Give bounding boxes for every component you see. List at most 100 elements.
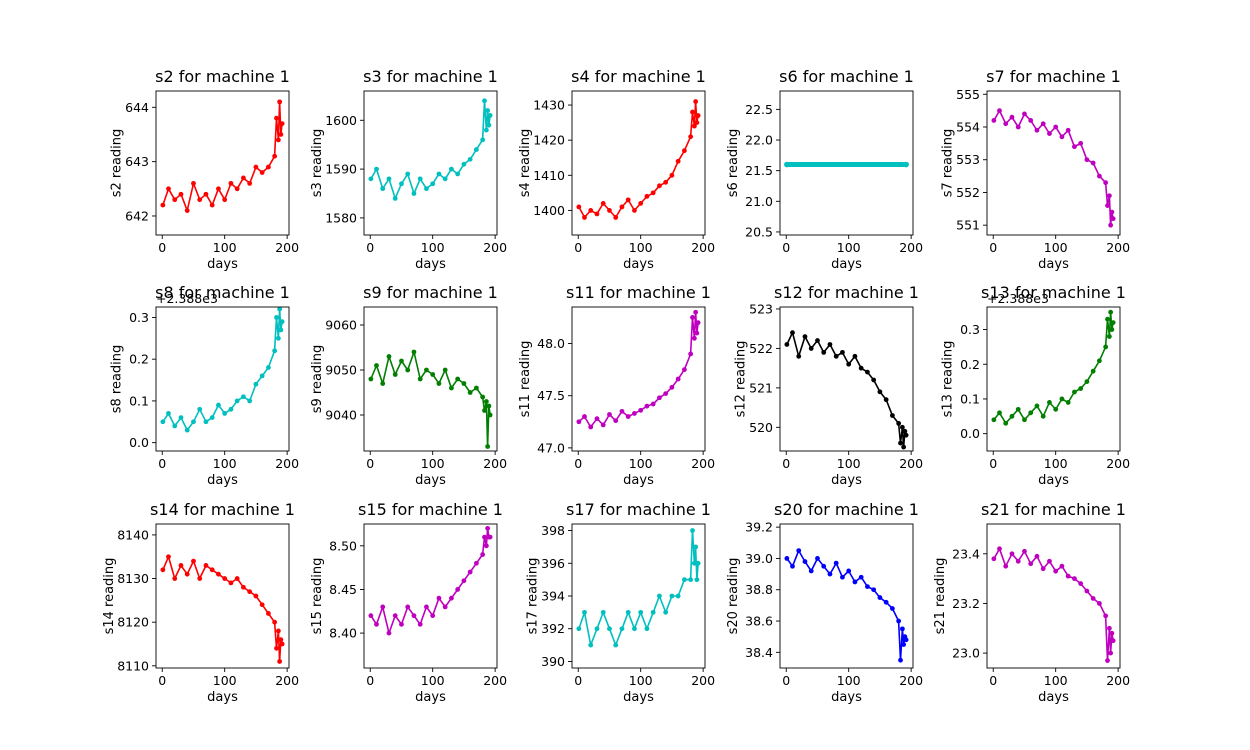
- data-point: [808, 568, 814, 574]
- y-tick-label: 23.2: [952, 596, 980, 611]
- data-point: [576, 204, 582, 210]
- axes-frame: [363, 90, 498, 236]
- data-point: [1078, 140, 1084, 146]
- data-point: [669, 593, 675, 599]
- data-point: [1105, 658, 1110, 663]
- data-point: [483, 399, 489, 404]
- data-point: [790, 563, 795, 569]
- data-point: [467, 390, 473, 395]
- data-layer: [991, 108, 1116, 228]
- data-point: [386, 354, 392, 359]
- data-point: [467, 569, 473, 575]
- y-tick-label: 0.2: [129, 352, 149, 367]
- data-point: [275, 628, 281, 634]
- y-tick-label: 398: [541, 523, 565, 538]
- data-point: [241, 394, 246, 400]
- data-point: [1109, 327, 1115, 332]
- data-point: [209, 567, 215, 573]
- subplot: s6 for machine 1 0 100 200 20.5 21.0 21.5 22.0 2…: [726, 67, 923, 272]
- data-point: [1003, 563, 1009, 569]
- data-point: [802, 334, 808, 339]
- y-tick-label: 554: [956, 120, 980, 135]
- y-tick-label: 555: [956, 87, 980, 102]
- data-point: [1034, 553, 1040, 559]
- x-tick-label: 0: [989, 240, 997, 255]
- y-axis-label: s14 reading: [102, 558, 117, 635]
- data-point: [485, 525, 491, 531]
- y-tick-label: 520: [749, 420, 773, 435]
- data-point: [392, 195, 398, 201]
- y-axis-label: s17 reading: [526, 558, 541, 635]
- data-point: [600, 422, 606, 428]
- data-point: [1040, 413, 1046, 419]
- data-layer: [576, 99, 701, 220]
- data-point: [1022, 111, 1027, 117]
- data-point: [582, 414, 587, 419]
- x-tick-label: 200: [483, 673, 507, 688]
- y-tick-label: 0.1: [129, 393, 149, 408]
- data-point: [197, 197, 203, 203]
- data-point: [846, 361, 852, 367]
- data-point: [374, 621, 379, 627]
- data-point: [392, 372, 398, 377]
- x-tick-label: 0: [366, 673, 374, 688]
- data-point: [1009, 413, 1015, 419]
- x-tick-label: 0: [574, 240, 582, 255]
- data-point: [663, 609, 669, 615]
- data-point: [277, 99, 283, 105]
- data-point: [436, 595, 442, 601]
- data-point: [203, 191, 209, 197]
- data-point: [695, 320, 701, 326]
- data-layer: [991, 546, 1116, 663]
- data-point: [405, 604, 411, 610]
- data-point: [430, 613, 436, 619]
- data-point: [455, 587, 461, 592]
- data-point: [380, 604, 386, 610]
- y-tick-label: 553: [956, 152, 980, 167]
- data-point: [473, 147, 479, 152]
- subplot: s9 for machine 1 0 100 200 9040 9050 9060 days s…: [310, 283, 507, 488]
- data-point: [1096, 173, 1102, 179]
- data-point: [858, 365, 864, 371]
- data-point: [784, 556, 790, 561]
- x-tick-label: 200: [275, 673, 299, 688]
- y-tick-label: 390: [541, 654, 565, 669]
- x-axis-label: days: [1038, 473, 1069, 488]
- data-point: [1059, 396, 1065, 402]
- y-tick-label: 0.3: [960, 322, 980, 337]
- data-point: [178, 191, 184, 197]
- data-point: [1040, 121, 1046, 127]
- y-tick-label: 1420: [533, 133, 565, 148]
- x-axis-label: days: [1038, 690, 1069, 705]
- data-point: [259, 373, 265, 379]
- data-point: [997, 546, 1002, 552]
- data-point: [688, 577, 694, 583]
- data-point: [1040, 566, 1046, 572]
- data-point: [259, 170, 265, 175]
- data-point: [274, 115, 279, 121]
- subplot: s17 for machine 1 0 100 200 390 392 394 396 398 d…: [526, 500, 716, 705]
- data-point: [997, 108, 1002, 114]
- data-point: [487, 412, 493, 418]
- data-point: [663, 179, 669, 185]
- data-point: [693, 544, 699, 550]
- data-point: [467, 156, 473, 162]
- data-point: [1108, 222, 1114, 228]
- y-tick-label: 9040: [325, 408, 357, 423]
- data-point: [632, 208, 637, 213]
- data-point: [1015, 558, 1021, 564]
- data-point: [482, 408, 487, 413]
- subplot-title: s14 for machine 1: [150, 500, 295, 519]
- data-series-line: [993, 311, 1114, 425]
- data-point: [896, 420, 902, 426]
- data-point: [1096, 358, 1102, 364]
- data-point: [399, 181, 404, 187]
- data-point: [279, 121, 285, 127]
- data-point: [480, 137, 486, 143]
- data-point: [607, 626, 612, 632]
- data-point: [802, 559, 808, 564]
- data-point: [607, 208, 612, 213]
- y-tick-label: 0.0: [129, 435, 149, 450]
- data-point: [278, 132, 284, 137]
- data-point: [903, 161, 909, 168]
